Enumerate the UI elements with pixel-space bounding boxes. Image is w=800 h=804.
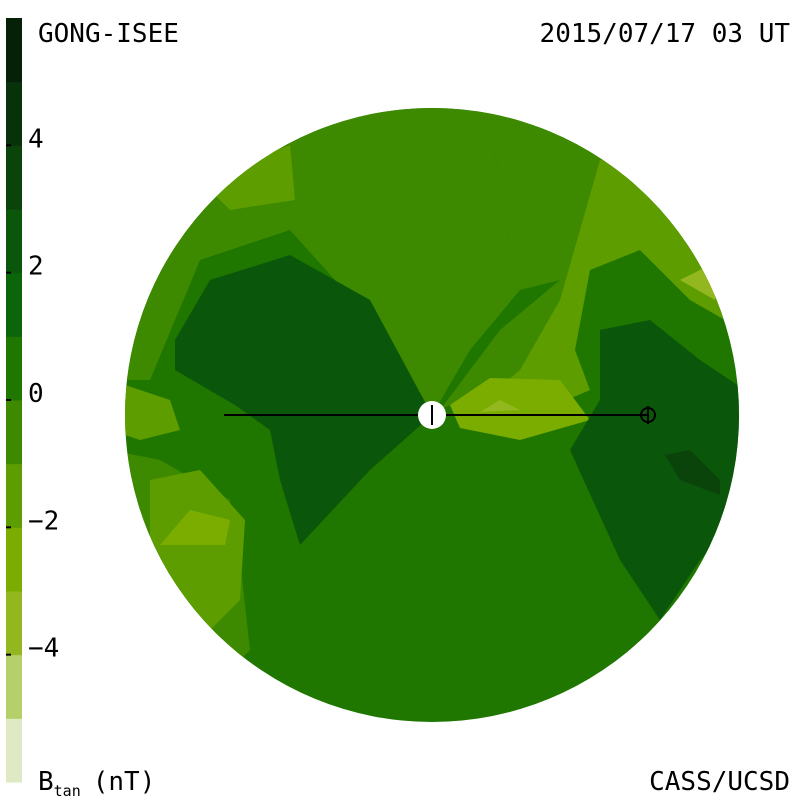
- colorbar-tick-label: −2: [28, 506, 59, 536]
- source-label: GONG-ISEE: [38, 19, 179, 49]
- colorbar-symbol: B: [38, 767, 54, 797]
- colorbar-band: [6, 145, 22, 210]
- colorbar-band: [6, 272, 22, 337]
- colorbar-band: [6, 81, 22, 146]
- colorbar-band: [6, 527, 22, 592]
- colorbar-tick-label: 0: [28, 379, 44, 409]
- colorbar-band: [6, 591, 22, 656]
- colorbar-band: [6, 336, 22, 401]
- colorbar-tick-label: 4: [28, 124, 44, 154]
- colorbar-band: [6, 463, 22, 528]
- colorbar-tick-label: 2: [28, 252, 44, 282]
- colorbar-subscript: tan: [54, 782, 81, 800]
- colorbar-band: [6, 209, 22, 274]
- timestamp: 2015/07/17 03 UT: [540, 19, 791, 49]
- colorbar-unit: (nT): [93, 767, 156, 797]
- colorbar-band: [6, 654, 22, 719]
- colorbar-label: Btan (nT): [38, 767, 155, 800]
- credit: CASS/UCSD: [649, 767, 790, 797]
- colorbar-band: [6, 718, 22, 783]
- colorbar-band: [6, 400, 22, 465]
- colorbar-band: [6, 18, 22, 83]
- colorbar-tick-label: −4: [28, 634, 59, 664]
